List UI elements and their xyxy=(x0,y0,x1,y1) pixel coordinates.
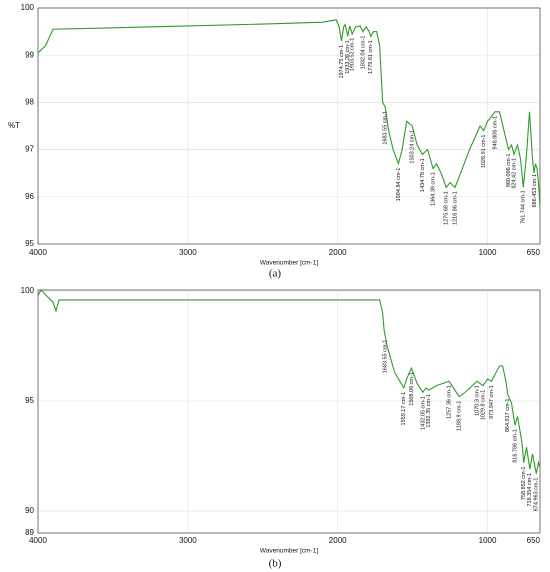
peak-label: 718.354 cm-1 xyxy=(527,473,533,507)
spectrum-line xyxy=(37,289,541,474)
y-tick-label: 95 xyxy=(25,396,34,405)
x-tick-label: 2000 xyxy=(329,536,347,545)
y-tick-label: 100 xyxy=(21,286,35,295)
x-axis-label: Wavenumber [cm-1] xyxy=(260,260,318,267)
y-tick-label: 96 xyxy=(25,192,34,201)
plot-frame xyxy=(37,289,541,534)
y-tick-label: 90 xyxy=(25,506,34,515)
peak-label: 864.917 cm-1 xyxy=(505,398,511,432)
caption: (a) xyxy=(269,268,282,280)
y-tick-label: 99 xyxy=(25,50,34,59)
peak-label: 1392.35 cm-1 xyxy=(426,394,432,428)
peak-label: 1779.81 cm-1 xyxy=(368,40,374,74)
peak-label: 1974.75 cm-1 xyxy=(339,45,345,79)
peak-label: 860.096 cm-1 xyxy=(506,154,512,188)
peak-label: 1070.3 cm-1 xyxy=(474,385,480,416)
x-tick-label: 650 xyxy=(527,536,541,545)
peak-label: 761.744 cm-1 xyxy=(521,190,527,224)
x-tick-label: 4000 xyxy=(29,248,47,257)
x-tick-label: 3000 xyxy=(179,248,197,257)
peak-label: 1275.68 cm-1 xyxy=(444,191,450,225)
y-tick-label: 100 xyxy=(21,3,35,12)
y-tick-label: 97 xyxy=(25,145,34,154)
peak-label: 674.963 cm-1 xyxy=(534,478,540,512)
peak-label: 758.852 cm-1 xyxy=(521,467,527,501)
x-tick-label: 2000 xyxy=(329,248,347,257)
peak-label: 1026.91 cm-1 xyxy=(481,135,487,169)
y-axis-label: %T xyxy=(8,121,20,130)
y-tick-label: 95 xyxy=(25,239,34,248)
caption: (b) xyxy=(269,558,282,570)
peak-label: 1903.52 cm-1 xyxy=(350,38,356,72)
peak-label: 1683.55 cm-1 xyxy=(383,111,389,145)
peak-label: 1933.26 cm-1 xyxy=(345,40,351,74)
x-tick-label: 1000 xyxy=(479,248,497,257)
peak-label: 1257.36 cm-1 xyxy=(446,385,452,419)
x-tick-label: 1000 xyxy=(479,536,497,545)
peak-label: 973.947 cm-1 xyxy=(489,385,495,419)
peak-label: 1029.8 cm-1 xyxy=(481,390,487,421)
peak-label: 824.42 cm-1 xyxy=(511,158,517,189)
peak-label: 1432.05 cm-1 xyxy=(420,396,426,430)
peak-label: 1216.86 cm-1 xyxy=(453,191,459,225)
y-tick-label: 89 xyxy=(25,528,34,537)
peak-label: 1434.78 cm-1 xyxy=(420,158,426,192)
peak-label: 1364.39 cm-1 xyxy=(430,172,436,206)
peak-label: 1594.84 cm-1 xyxy=(396,168,402,202)
peak-label: 1832.04 cm-1 xyxy=(360,36,366,70)
plot-frame xyxy=(37,7,541,245)
y-tick-label: 98 xyxy=(25,98,34,107)
peak-label: 1503.24 cm-1 xyxy=(410,130,416,164)
peak-label: 1559.17 cm-1 xyxy=(401,392,407,426)
peak-label: 1188.9 cm-1 xyxy=(457,401,463,431)
peak-label: 816.786 cm-1 xyxy=(512,429,518,463)
peak-label: 686.453 cm-1 xyxy=(532,174,538,208)
x-tick-label: 650 xyxy=(527,248,541,257)
peak-label: 1683.55 cm-1 xyxy=(383,340,389,374)
spectrum-line xyxy=(37,19,541,207)
x-tick-label: 3000 xyxy=(179,536,197,545)
x-axis-label: Wavenumber [cm-1] xyxy=(260,548,318,555)
peak-label: 948.806 cm-1 xyxy=(493,116,499,150)
peak-label: 1508.06 cm-1 xyxy=(409,372,415,406)
x-tick-label: 4000 xyxy=(29,536,47,545)
